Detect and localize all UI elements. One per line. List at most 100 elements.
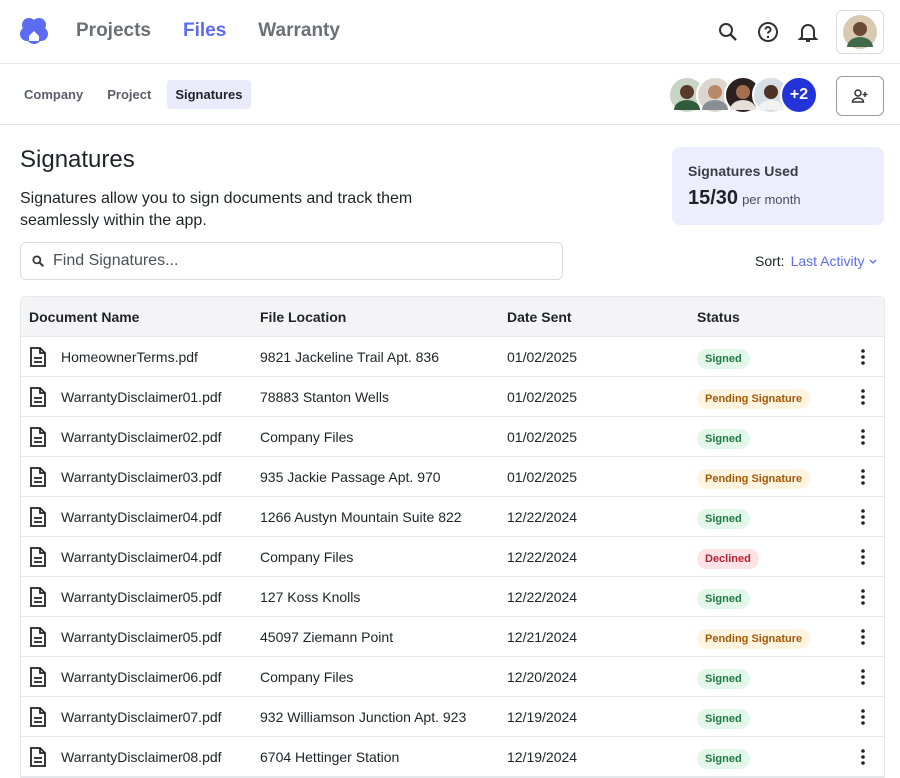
- document-name[interactable]: WarrantyDisclaimer01.pdf: [61, 388, 222, 405]
- tab[interactable]: Company: [24, 87, 84, 102]
- document-name[interactable]: WarrantyDisclaimer08.pdf: [61, 748, 222, 765]
- document-name[interactable]: HomeownerTerms.pdf: [61, 348, 198, 365]
- document-cell: WarrantyDisclaimer06.pdf: [29, 666, 222, 687]
- row-menu[interactable]: [859, 668, 867, 689]
- table-row: WarrantyDisclaimer04.pdf Company Files 12/…: [21, 537, 884, 577]
- file-location: 932 Williamson Junction Apt. 923: [260, 708, 467, 725]
- document-name[interactable]: WarrantyDisclaimer03.pdf: [61, 468, 222, 485]
- document-cell: WarrantyDisclaimer04.pdf: [29, 546, 222, 567]
- file-location: 45097 Ziemann Point: [260, 628, 394, 645]
- date-sent: 12/19/2024: [507, 748, 578, 765]
- table-header: Document Name File Location Date Sent Statu…: [21, 297, 884, 337]
- document-cell: WarrantyDisclaimer04.pdf: [29, 506, 222, 527]
- row-menu[interactable]: [859, 348, 867, 369]
- date-sent: 12/20/2024: [507, 668, 578, 685]
- row-menu[interactable]: [859, 388, 867, 409]
- file-location: 1266 Austyn Mountain Suite 822: [260, 508, 462, 525]
- notifications-icon[interactable]: [796, 20, 820, 44]
- file-location: 6704 Hettinger Station: [260, 748, 400, 765]
- sort-control[interactable]: Sort: Last Activity: [755, 253, 878, 269]
- sort-chevron: [869, 259, 877, 264]
- file-location: 9821 Jackeline Trail Apt. 836: [260, 348, 440, 365]
- status-badge: Pending Signature: [697, 628, 811, 649]
- logo[interactable]: [20, 16, 48, 46]
- column-header: Status: [697, 308, 740, 325]
- column-header: Date Sent: [507, 308, 572, 325]
- table-row: WarrantyDisclaimer05.pdf 45097 Ziemann Po…: [21, 617, 884, 657]
- date-sent: 12/22/2024: [507, 508, 578, 525]
- row-menu[interactable]: [859, 508, 867, 529]
- header-icons: [716, 20, 820, 44]
- column-header: Document Name: [29, 308, 140, 325]
- table-row: WarrantyDisclaimer08.pdf 6704 Hettinger S…: [21, 737, 884, 777]
- table-row: WarrantyDisclaimer06.pdf Company Files 12/…: [21, 657, 884, 697]
- document-cell: WarrantyDisclaimer07.pdf: [29, 706, 222, 727]
- search-placeholder: Find Signatures...: [53, 252, 179, 269]
- tab[interactable]: Signatures: [167, 80, 251, 109]
- search-input[interactable]: Find Signatures...: [20, 242, 563, 280]
- status-badge: Signed: [697, 588, 750, 609]
- status-cell: Signed: [697, 428, 750, 449]
- date-sent: 12/22/2024: [507, 588, 578, 605]
- file-location: Company Files: [260, 428, 354, 445]
- document-name[interactable]: WarrantyDisclaimer05.pdf: [61, 588, 222, 605]
- usage-count: 15/30: [688, 187, 739, 209]
- nav-item[interactable]: Files: [182, 20, 227, 41]
- status-cell: Signed: [697, 508, 750, 529]
- nav-item[interactable]: Projects: [76, 20, 151, 41]
- document-cell: WarrantyDisclaimer02.pdf: [29, 426, 222, 447]
- document-name[interactable]: WarrantyDisclaimer04.pdf: [61, 548, 222, 565]
- table-row: WarrantyDisclaimer01.pdf 78883 Stanton We…: [21, 377, 884, 417]
- row-menu[interactable]: [859, 588, 867, 609]
- page-title: Signatures: [20, 146, 135, 173]
- row-menu[interactable]: [859, 748, 867, 769]
- status-cell: Signed: [697, 348, 750, 369]
- avatar: [696, 76, 734, 114]
- row-menu[interactable]: [859, 708, 867, 729]
- sort-label: Sort:: [755, 253, 785, 269]
- document-name[interactable]: WarrantyDisclaimer02.pdf: [61, 428, 222, 445]
- date-sent: 01/02/2025: [507, 348, 578, 365]
- status-badge: Signed: [697, 668, 750, 689]
- usage-card: Signatures Used 15/30 per month: [672, 147, 884, 225]
- more-collaborators[interactable]: +2: [780, 76, 818, 114]
- main-nav: Projects Files Warranty: [76, 20, 340, 42]
- document-name[interactable]: WarrantyDisclaimer04.pdf: [61, 508, 222, 525]
- date-sent: 01/02/2025: [507, 388, 578, 405]
- status-badge: Declined: [697, 548, 759, 569]
- file-icon: [30, 426, 46, 447]
- invite-button[interactable]: [836, 76, 884, 116]
- file-icon: [30, 466, 46, 487]
- file-icon: [30, 386, 46, 407]
- file-icon: [30, 626, 46, 647]
- document-name[interactable]: WarrantyDisclaimer06.pdf: [61, 668, 222, 685]
- status-badge: Signed: [697, 348, 750, 369]
- document-cell: WarrantyDisclaimer08.pdf: [29, 746, 222, 767]
- date-sent: 12/21/2024: [507, 628, 578, 645]
- sub-bar: Company Project Signatures +2: [0, 64, 900, 125]
- row-menu[interactable]: [859, 428, 867, 449]
- search-icon[interactable]: [716, 20, 740, 44]
- row-menu[interactable]: [859, 468, 867, 489]
- tab[interactable]: Project: [107, 87, 152, 102]
- status-badge: Signed: [697, 708, 750, 729]
- document-cell: WarrantyDisclaimer01.pdf: [29, 386, 222, 407]
- table-row: WarrantyDisclaimer03.pdf 935 Jackie Passa…: [21, 457, 884, 497]
- avatar: [843, 15, 877, 49]
- table-row: HomeownerTerms.pdf 9821 Jackeline Trail A…: [21, 337, 884, 377]
- date-sent: 01/02/2025: [507, 468, 578, 485]
- help-icon[interactable]: [756, 20, 780, 44]
- profile-button[interactable]: [836, 10, 884, 54]
- row-menu[interactable]: [859, 628, 867, 649]
- nav-item[interactable]: Warranty: [258, 20, 340, 41]
- status-cell: Pending Signature: [697, 468, 811, 489]
- file-icon: [30, 746, 46, 767]
- status-cell: Signed: [697, 668, 750, 689]
- top-bar: Projects Files Warranty: [0, 0, 900, 64]
- row-menu[interactable]: [859, 548, 867, 569]
- document-name[interactable]: WarrantyDisclaimer07.pdf: [61, 708, 222, 725]
- table-row: WarrantyDisclaimer05.pdf 127 Koss Knolls 1…: [21, 577, 884, 617]
- document-name[interactable]: WarrantyDisclaimer05.pdf: [61, 628, 222, 645]
- file-location: 78883 Stanton Wells: [260, 388, 389, 405]
